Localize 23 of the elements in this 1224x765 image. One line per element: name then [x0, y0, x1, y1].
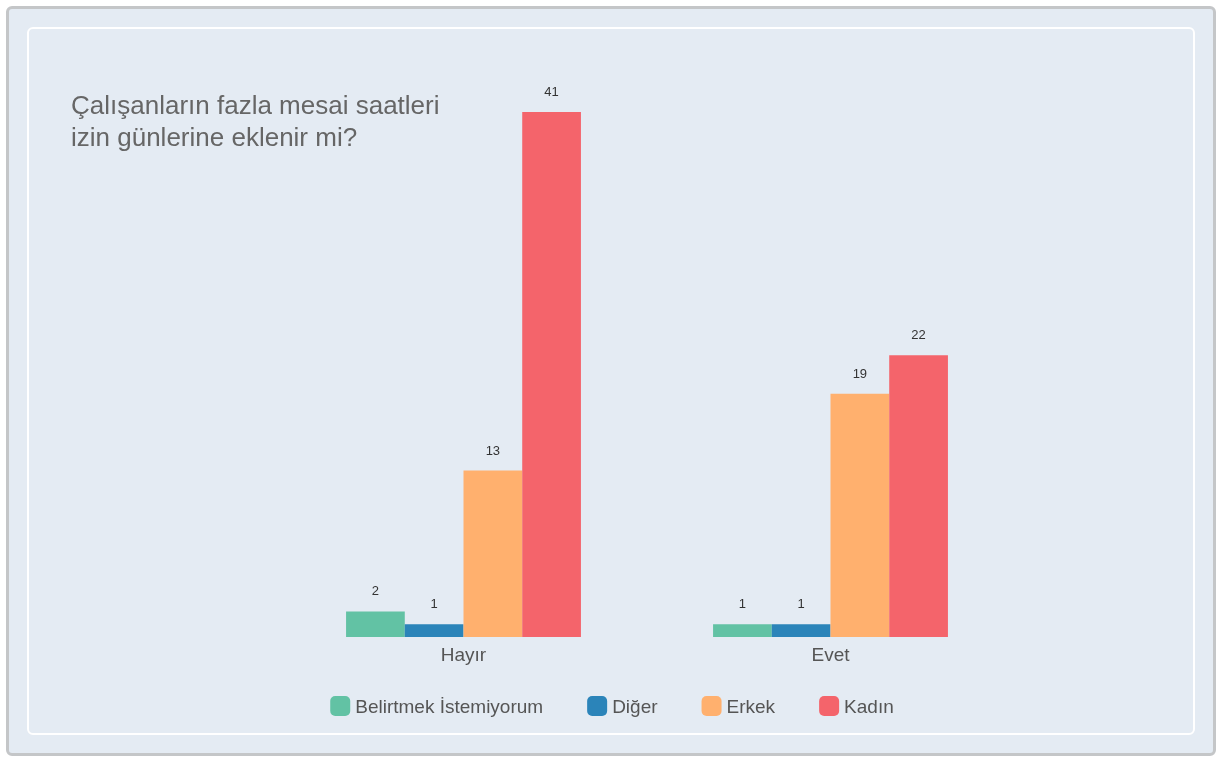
bar: [346, 611, 405, 637]
data-label: 1: [738, 596, 747, 612]
bar: [830, 393, 890, 637]
data-label: 41: [544, 84, 559, 99]
bar: [713, 624, 772, 637]
data-label: 2: [371, 583, 380, 599]
data-label: 13: [485, 442, 501, 458]
bar: [463, 470, 523, 637]
bar: [404, 624, 464, 637]
data-label: 19: [852, 365, 868, 381]
x-tick-label: Evet: [811, 644, 851, 665]
chart-title: Çalışanların fazla mesai saatleri izin günlerine eklenir mi?: [71, 90, 440, 152]
x-tick-label: Hayır: [440, 644, 487, 665]
legend-label: Diğer: [612, 695, 659, 717]
bar: [771, 624, 831, 637]
bar: [522, 112, 581, 637]
legend-label: Erkek: [726, 695, 776, 717]
data-label: 1: [797, 596, 805, 612]
data-label: 22: [911, 327, 926, 343]
legend-label: Belirtmek İstemiyorum: [355, 695, 544, 717]
data-label: 1: [430, 596, 438, 612]
legend-label: Kadın: [844, 695, 894, 717]
bar: [889, 355, 948, 637]
